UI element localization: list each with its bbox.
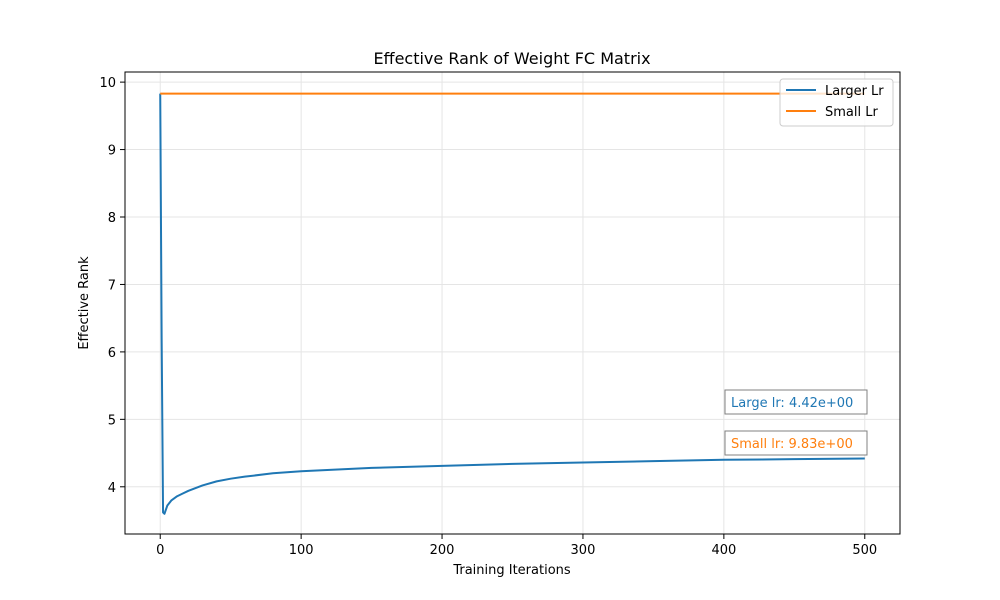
annotation-box: [724, 430, 868, 456]
annotation-text: Small lr: 9.83e+00: [731, 437, 853, 452]
y-tick-label: 6: [108, 346, 116, 361]
x-tick-label: 400: [711, 543, 736, 558]
chart-title: Effective Rank of Weight FC Matrix: [373, 49, 650, 68]
y-tick-label: 4: [108, 481, 116, 496]
y-tick-label: 10: [99, 76, 116, 91]
x-tick-label: 300: [571, 543, 596, 558]
x-tick-label: 100: [289, 543, 314, 558]
legend-label-small-lr: Small Lr: [825, 105, 878, 120]
x-axis: 0 100 200 300 400 500: [156, 534, 877, 558]
legend-label-larger-lr: Larger Lr: [825, 84, 884, 99]
x-tick-label: 0: [156, 543, 164, 558]
y-tick-label: 9: [108, 144, 116, 159]
legend: Larger Lr Small Lr: [779, 78, 894, 127]
annotation-small-lr: Small lr: 9.83e+00: [724, 430, 868, 456]
x-tick-label: 500: [852, 543, 877, 558]
series-layer: [159, 92, 865, 515]
y-tick-label: 8: [108, 211, 116, 226]
y-tick-label: 5: [108, 413, 116, 428]
plot-area: [124, 71, 901, 535]
y-axis: 4 5 6 7 8 9 10: [99, 76, 125, 496]
annotation-text: Large lr: 4.42e+00: [731, 396, 853, 411]
y-axis-label: Effective Rank: [77, 256, 92, 350]
grid: [125, 72, 900, 534]
annotation-large-lr: Large lr: 4.42e+00: [724, 389, 868, 415]
y-tick-label: 7: [108, 278, 116, 293]
series-line-larger-lr: [159, 93, 865, 515]
x-tick-label: 200: [430, 543, 455, 558]
annotation-box: [724, 389, 868, 415]
x-axis-label: Training Iterations: [452, 563, 571, 578]
